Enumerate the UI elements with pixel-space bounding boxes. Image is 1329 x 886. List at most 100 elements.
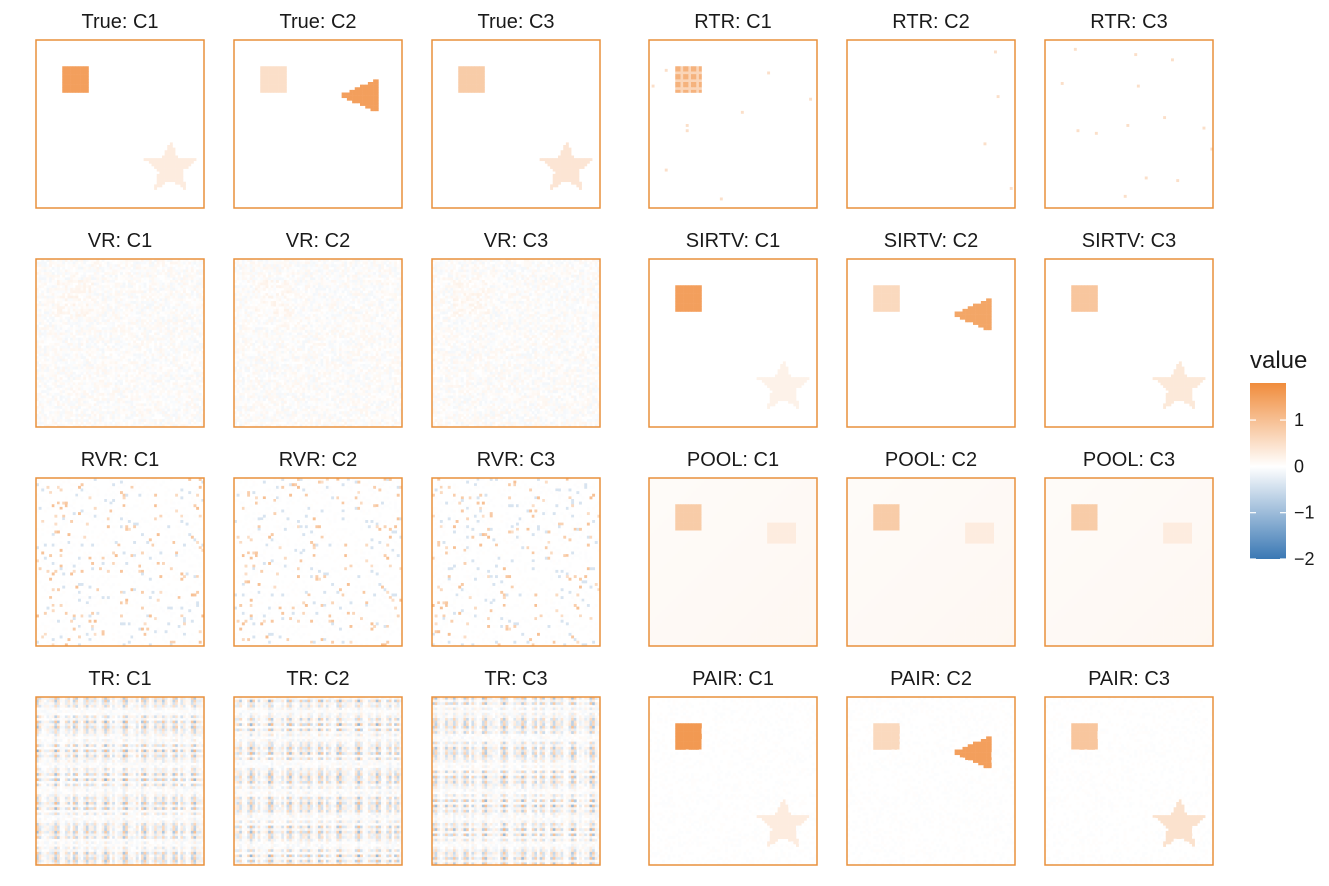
heat-cell [91,366,95,370]
heat-cell [62,89,66,93]
heat-cell [127,385,131,388]
heat-cell [159,269,163,273]
heat-cell [101,382,105,386]
heat-cell [352,92,356,96]
heat-cell [185,327,189,331]
heat-cell [36,274,39,278]
heat-cell [159,353,163,357]
heat-cell [193,314,197,318]
heat-cell [148,413,152,417]
heat-cell [78,343,81,346]
heat-cell [51,327,55,331]
heat-cell [169,371,173,375]
heat-cell [183,374,186,378]
heat-cell [154,371,158,375]
heat-cell [130,406,134,409]
heat-cell [106,390,110,394]
heat-cell [154,424,158,428]
heat-cell [109,406,113,409]
heat-cell [183,282,186,286]
heat-cell [75,374,79,378]
heat-cell [112,408,116,412]
heat-cell [109,301,113,304]
heat-cell [64,287,68,291]
heat-cell [125,301,129,304]
heat-cell [59,316,63,320]
heat-cell [573,181,577,185]
heat-cell [373,266,377,270]
heat-cell [190,337,194,341]
heat-cell [193,387,197,391]
heat-cell [164,150,168,154]
heat-cell [156,364,160,367]
heat-cell [683,68,687,72]
heat-cell [375,277,379,281]
heat-cell [175,277,179,281]
heat-cell [167,392,171,396]
heat-cell [46,306,50,310]
heat-cell [99,382,102,386]
heat-cell [239,285,243,289]
heat-cell [120,269,123,273]
heat-cell [175,308,179,312]
heat-cell [78,356,81,360]
heat-cell [130,403,134,407]
heat-cell [112,413,116,417]
heat-cell [62,369,66,373]
heat-cell [198,301,202,304]
heat-cell [146,259,150,262]
heat-cell [563,150,567,154]
heat-cell [151,421,155,425]
heat-cell [104,301,108,304]
heat-cell [43,301,47,304]
heat-cell [675,87,679,91]
heat-cell [362,97,366,101]
heat-cell [135,356,139,360]
heat-cell [394,277,398,281]
heat-cell [96,335,100,339]
heat-cell [677,76,681,80]
heat-cell [331,264,335,268]
heat-cell [70,358,74,362]
heat-cell [576,179,580,183]
heat-cell [127,259,131,262]
heat-cell [148,322,152,325]
heat-cell [93,295,97,299]
heat-cell [75,419,79,423]
heat-cell [151,390,155,394]
heat-cell [172,374,176,378]
heat-cell [38,416,42,420]
heat-cell [373,108,377,112]
heat-cell [276,269,279,273]
heat-cell [57,293,60,297]
heat-cell [156,329,160,333]
heat-cell [563,168,567,172]
heat-cell [370,266,374,270]
heat-cell [117,379,121,383]
heat-cell [167,398,171,402]
heat-cell [273,66,277,70]
heat-cell [325,282,329,286]
heat-cell [83,350,87,354]
heat-cell [54,350,58,354]
heat-cell [167,350,171,354]
heat-cell [154,327,158,331]
heat-cell [164,308,168,312]
heat-cell [75,358,79,362]
heat-cell [75,416,79,420]
heat-cell [273,287,277,291]
heat-cell [78,266,81,270]
heat-cell [568,152,572,156]
heat-cell [43,350,47,354]
heat-cell [555,160,559,164]
heat-cell [62,395,66,399]
heat-cell [36,264,39,268]
heat-cell [117,301,121,304]
heat-cell [120,400,123,404]
heat-cell [135,324,139,328]
heat-cell [265,277,269,281]
panel-title: True: C2 [279,11,356,33]
heat-cell [151,261,155,265]
heat-cell [62,68,66,72]
heat-cell [169,179,173,183]
